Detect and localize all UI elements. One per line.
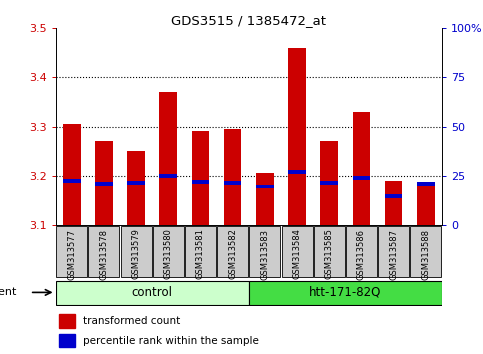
Bar <box>224 181 242 185</box>
Bar <box>417 183 435 225</box>
Bar <box>121 226 152 278</box>
Text: GSM313582: GSM313582 <box>228 229 237 279</box>
Bar <box>282 226 313 278</box>
Bar <box>256 184 274 188</box>
Bar <box>256 173 274 225</box>
Bar <box>59 334 75 347</box>
Text: GSM313578: GSM313578 <box>99 229 108 280</box>
Bar <box>56 226 87 278</box>
Bar <box>288 170 306 174</box>
Bar <box>63 124 81 225</box>
Text: GSM313581: GSM313581 <box>196 229 205 279</box>
Text: GSM313583: GSM313583 <box>260 229 270 280</box>
Bar <box>249 281 442 305</box>
Text: GSM313579: GSM313579 <box>131 229 141 279</box>
Bar <box>385 194 402 198</box>
Bar <box>320 141 338 225</box>
Text: htt-171-82Q: htt-171-82Q <box>309 286 382 299</box>
Bar <box>95 182 113 186</box>
Bar <box>127 151 145 225</box>
Title: GDS3515 / 1385472_at: GDS3515 / 1385472_at <box>171 14 326 27</box>
Text: transformed count: transformed count <box>83 316 180 326</box>
Text: GSM313585: GSM313585 <box>325 229 334 279</box>
Text: GSM313586: GSM313586 <box>357 229 366 280</box>
Bar <box>159 92 177 225</box>
Bar <box>63 179 81 183</box>
Bar <box>224 129 242 225</box>
Bar <box>59 314 75 328</box>
Text: GSM313584: GSM313584 <box>293 229 301 279</box>
Text: GSM313577: GSM313577 <box>67 229 76 280</box>
Bar <box>185 226 216 278</box>
Bar <box>353 176 370 180</box>
Text: GSM313580: GSM313580 <box>164 229 173 279</box>
Bar <box>159 174 177 178</box>
Bar <box>411 226 441 278</box>
Bar <box>249 226 280 278</box>
Bar <box>320 181 338 185</box>
Bar <box>314 226 345 278</box>
Text: agent: agent <box>0 287 17 297</box>
Bar <box>88 226 119 278</box>
Text: GSM313588: GSM313588 <box>421 229 430 280</box>
Bar <box>95 141 113 225</box>
Text: percentile rank within the sample: percentile rank within the sample <box>83 336 258 346</box>
Bar <box>127 181 145 185</box>
Bar <box>353 112 370 225</box>
Bar <box>385 181 402 225</box>
Bar <box>217 226 248 278</box>
Text: GSM313587: GSM313587 <box>389 229 398 280</box>
Bar <box>153 226 184 278</box>
Bar <box>192 179 209 183</box>
Bar <box>417 182 435 186</box>
Bar <box>56 281 249 305</box>
Bar <box>192 131 209 225</box>
Bar <box>288 48 306 225</box>
Bar <box>346 226 377 278</box>
Text: control: control <box>132 286 172 299</box>
Bar <box>378 226 409 278</box>
